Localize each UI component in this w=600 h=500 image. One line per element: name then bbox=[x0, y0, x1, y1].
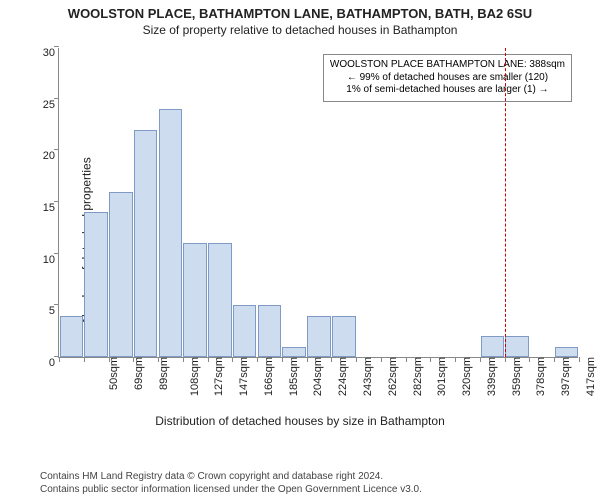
histogram-bar bbox=[134, 130, 158, 357]
y-tick-label: 15 bbox=[21, 202, 55, 214]
chart-container: WOOLSTON PLACE, BATHAMPTON LANE, BATHAMP… bbox=[0, 0, 600, 500]
chart-area: Number of detached properties WOOLSTON P… bbox=[0, 40, 600, 440]
x-tick-mark bbox=[133, 357, 134, 362]
x-tick-label: 339sqm bbox=[486, 357, 498, 396]
x-tick-mark bbox=[158, 357, 159, 362]
histogram-bar bbox=[258, 305, 282, 357]
x-tick-mark bbox=[208, 357, 209, 362]
x-tick-mark bbox=[331, 357, 332, 362]
footer-line-2: Contains public sector information licen… bbox=[40, 483, 600, 496]
x-tick-mark bbox=[232, 357, 233, 362]
x-tick-mark bbox=[307, 357, 308, 362]
x-tick-label: 127sqm bbox=[214, 357, 226, 396]
x-tick-mark bbox=[480, 357, 481, 362]
x-tick-label: 224sqm bbox=[337, 357, 349, 396]
histogram-bar bbox=[109, 192, 133, 357]
histogram-bar bbox=[505, 336, 529, 357]
x-tick-mark bbox=[430, 357, 431, 362]
y-tick-mark bbox=[54, 201, 59, 202]
histogram-bar bbox=[159, 109, 183, 357]
annotation-box: WOOLSTON PLACE BATHAMPTON LANE: 388sqm ←… bbox=[323, 54, 572, 102]
x-tick-label: 147sqm bbox=[238, 357, 250, 396]
x-tick-mark bbox=[505, 357, 506, 362]
footer: Contains HM Land Registry data © Crown c… bbox=[0, 470, 600, 496]
histogram-bar bbox=[307, 316, 331, 357]
x-tick-mark bbox=[381, 357, 382, 362]
y-tick-label: 0 bbox=[21, 357, 55, 369]
histogram-bar bbox=[233, 305, 257, 357]
annotation-line-1: WOOLSTON PLACE BATHAMPTON LANE: 388sqm bbox=[330, 59, 565, 72]
x-tick-label: 108sqm bbox=[189, 357, 201, 396]
chart-title: WOOLSTON PLACE, BATHAMPTON LANE, BATHAMP… bbox=[0, 0, 600, 21]
x-tick-label: 166sqm bbox=[263, 357, 275, 396]
y-tick-label: 30 bbox=[21, 47, 55, 59]
y-tick-mark bbox=[54, 304, 59, 305]
x-tick-label: 282sqm bbox=[412, 357, 424, 396]
x-tick-label: 89sqm bbox=[158, 357, 170, 390]
y-tick-label: 10 bbox=[21, 254, 55, 266]
x-axis-label: Distribution of detached houses by size … bbox=[0, 414, 600, 428]
chart-subtitle: Size of property relative to detached ho… bbox=[0, 21, 600, 37]
x-tick-mark bbox=[109, 357, 110, 362]
y-tick-mark bbox=[54, 46, 59, 47]
histogram-bar bbox=[183, 243, 207, 357]
x-tick-mark bbox=[183, 357, 184, 362]
x-tick-mark bbox=[455, 357, 456, 362]
annotation-line-3: 1% of semi-detached houses are larger (1… bbox=[330, 84, 565, 97]
histogram-bar bbox=[208, 243, 232, 357]
y-tick-mark bbox=[54, 98, 59, 99]
footer-line-1: Contains HM Land Registry data © Crown c… bbox=[40, 470, 600, 483]
x-tick-mark bbox=[356, 357, 357, 362]
x-tick-label: 301sqm bbox=[436, 357, 448, 396]
x-tick-label: 397sqm bbox=[560, 357, 572, 396]
histogram-bar bbox=[84, 212, 108, 357]
x-tick-label: 204sqm bbox=[313, 357, 325, 396]
histogram-bar bbox=[282, 347, 306, 357]
x-tick-mark bbox=[257, 357, 258, 362]
y-tick-mark bbox=[54, 253, 59, 254]
x-tick-mark bbox=[579, 357, 580, 362]
x-tick-mark bbox=[59, 357, 60, 362]
annotation-line-2: ← 99% of detached houses are smaller (12… bbox=[330, 72, 565, 85]
x-tick-mark bbox=[406, 357, 407, 362]
x-tick-label: 50sqm bbox=[108, 357, 120, 390]
histogram-bar bbox=[555, 347, 579, 357]
x-tick-label: 378sqm bbox=[535, 357, 547, 396]
x-tick-label: 359sqm bbox=[511, 357, 523, 396]
y-tick-label: 25 bbox=[21, 99, 55, 111]
x-tick-label: 185sqm bbox=[288, 357, 300, 396]
y-tick-mark bbox=[54, 149, 59, 150]
x-tick-label: 243sqm bbox=[362, 357, 374, 396]
y-tick-label: 20 bbox=[21, 150, 55, 162]
x-tick-label: 320sqm bbox=[461, 357, 473, 396]
x-tick-mark bbox=[554, 357, 555, 362]
histogram-bar bbox=[481, 336, 505, 357]
x-tick-mark bbox=[529, 357, 530, 362]
x-tick-label: 417sqm bbox=[585, 357, 597, 396]
histogram-bar bbox=[60, 316, 84, 357]
y-tick-label: 5 bbox=[21, 305, 55, 317]
x-tick-label: 262sqm bbox=[387, 357, 399, 396]
x-tick-mark bbox=[84, 357, 85, 362]
histogram-bar bbox=[332, 316, 356, 357]
x-tick-label: 69sqm bbox=[133, 357, 145, 390]
x-tick-mark bbox=[282, 357, 283, 362]
plot-area: WOOLSTON PLACE BATHAMPTON LANE: 388sqm ←… bbox=[58, 48, 578, 358]
reference-line bbox=[505, 48, 506, 357]
